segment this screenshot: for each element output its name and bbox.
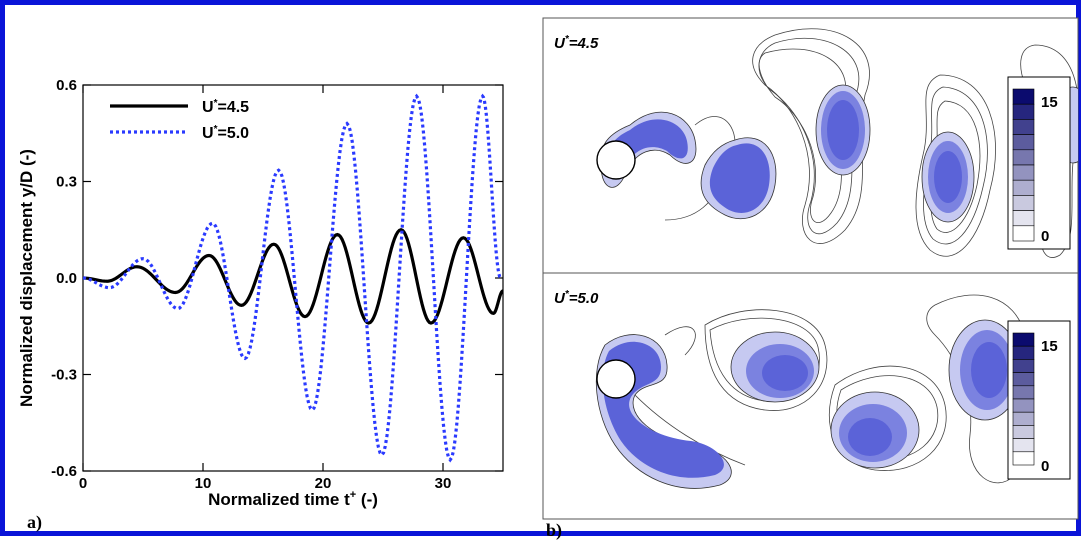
colorbar-swatch: [1012, 372, 1035, 387]
vortex-bot-4-core: [971, 342, 1007, 398]
panel-label-a: a): [27, 512, 42, 533]
subplot-u45: [596, 28, 1078, 258]
x-axis-title: Normalized time t+ (-): [208, 489, 378, 509]
x-tick-label: 30: [435, 475, 452, 492]
colorbar-swatch: [1012, 103, 1035, 120]
cylinder-top: [596, 140, 636, 180]
y-tick-label: -0.3: [51, 367, 77, 384]
top-title-u: U: [554, 35, 566, 52]
y-tick-label: 0.3: [56, 174, 77, 191]
colorbar-swatch: [1012, 225, 1035, 242]
y-tick-label: 0.0: [56, 270, 77, 287]
top-title-star: *: [565, 34, 570, 45]
bot-title-star: *: [565, 289, 570, 300]
subplot-u50: [595, 294, 1036, 489]
colorbar-bottom-swatches: [1012, 332, 1035, 466]
colorbar-swatch: [1012, 451, 1035, 466]
legend-1-value: =4.5: [217, 99, 249, 116]
colorbar-swatch: [1012, 411, 1035, 426]
vortex-bot-2-core: [762, 355, 808, 391]
y-tick-label: -0.6: [51, 463, 77, 480]
legend-1-star: *: [214, 98, 218, 109]
panel-label-b: b): [546, 520, 562, 541]
bot-title-u: U: [554, 290, 566, 307]
legend: U*=4.5 U*=5.0: [110, 98, 249, 142]
vortex-top-4-core: [934, 151, 962, 203]
colorbar-swatch: [1012, 345, 1035, 360]
x-tick-label: 10: [195, 475, 212, 492]
x-tick-label: 0: [79, 475, 87, 492]
contour-bot-7: [634, 394, 746, 466]
colorbar-swatch: [1012, 438, 1035, 453]
colorbar-swatch: [1012, 119, 1035, 135]
colorbar-top: 15 0: [1007, 76, 1071, 250]
line-chart: 0 10 20 30-0.6-0.30.00.30.6 U*=4.5 U*=5.0 N…: [17, 77, 504, 533]
colorbar-swatch: [1012, 149, 1035, 166]
contour-top-3: [758, 48, 846, 224]
legend-label-2: U*=5.0: [202, 124, 249, 142]
vorticity-panels: U*=4.5 15 0: [542, 17, 1079, 541]
legend-2-u: U: [202, 125, 214, 142]
contour-top-4: [915, 74, 996, 257]
colorbar-top-swatches: [1012, 88, 1035, 242]
colorbar-swatch: [1012, 88, 1035, 105]
subplot-title-bottom: U*=5.0: [554, 289, 599, 307]
axes-a: 0 10 20 30 -0.6 -0.3 0.0 0.3 0.6: [51, 77, 503, 492]
series-group: [83, 93, 503, 463]
x-title-part1: Normalized time t: [208, 490, 350, 509]
legend-2-value: =5.0: [217, 125, 249, 142]
vortex-bot-3-core: [848, 418, 892, 456]
colorbar-swatch: [1012, 210, 1035, 227]
colorbar-swatch: [1012, 195, 1035, 211]
bot-title-value: =5.0: [569, 290, 599, 307]
x-title-part2: (-): [356, 490, 378, 509]
colorbar-top-max: 15: [1041, 94, 1058, 111]
legend-1-u: U: [202, 99, 214, 116]
colorbar-top-min: 0: [1041, 228, 1049, 245]
colorbar-bottom: 15 0: [1007, 320, 1071, 480]
colorbar-swatch: [1012, 359, 1035, 373]
colorbar-swatch: [1012, 164, 1035, 181]
legend-label-1: U*=4.5: [202, 98, 249, 116]
legend-2-star: *: [214, 124, 218, 135]
vortex-top-2-core: [709, 143, 770, 213]
colorbar-bottom-min: 0: [1041, 458, 1049, 475]
contour-bot-1: [704, 309, 828, 411]
cylinder-bottom: [596, 359, 636, 399]
colorbar-swatch: [1012, 134, 1035, 151]
colorbar-swatch: [1012, 398, 1035, 413]
contour-bot-6: [664, 326, 696, 356]
contour-bot-5: [926, 294, 1036, 484]
series-line-1: [83, 228, 503, 325]
y-axis-title: Normalized displacement y/D (-): [17, 149, 36, 407]
colorbar-swatch: [1012, 385, 1035, 400]
colorbar-swatch: [1012, 179, 1035, 196]
vortex-top-3-core: [827, 100, 859, 160]
x-title-sup: +: [350, 489, 356, 501]
subplot-title-top: U*=4.5: [554, 34, 599, 52]
figure-canvas: 0 10 20 30-0.6-0.30.00.30.6 U*=4.5 U*=5.0 N…: [17, 17, 1079, 541]
contour-top-1: [752, 28, 870, 244]
contour-top-5: [923, 86, 988, 245]
y-tick-label: 0.6: [56, 77, 77, 94]
x-tick-label: 20: [315, 475, 332, 492]
top-title-value: =4.5: [569, 35, 599, 52]
colorbar-swatch: [1012, 332, 1035, 347]
colorbar-swatch: [1012, 425, 1035, 439]
colorbar-bottom-max: 15: [1041, 338, 1058, 355]
